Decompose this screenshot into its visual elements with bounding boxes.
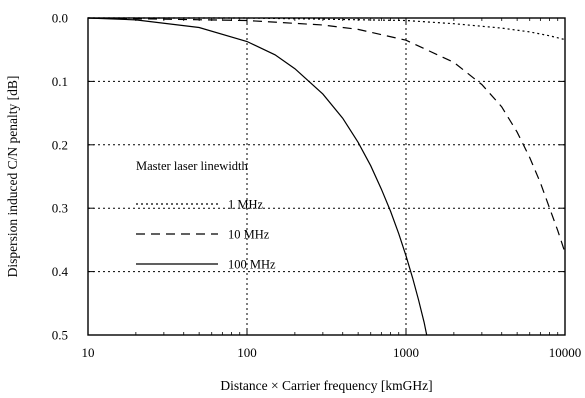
legend-entry-label: 10 MHz [228, 228, 270, 242]
series-line-100-mhz [87, 17, 428, 336]
tick-layer: 10 100 1000 10000 0.0 0.1 0.2 0.3 0.4 0.5 [52, 11, 582, 361]
y-tick-label: 0.1 [52, 74, 68, 89]
series-layer [87, 17, 566, 336]
y-tick-label: 0.0 [52, 11, 68, 26]
x-axis-label: Distance × Carrier frequency [kmGHz] [220, 378, 432, 393]
y-tick-label: 0.2 [52, 137, 68, 152]
legend-entry-label: 100 MHz [228, 258, 276, 272]
series-line-1-mhz [88, 17, 566, 41]
y-tick-label: 0.3 [52, 201, 68, 216]
x-tick-label: 10 [82, 345, 95, 360]
legend-entry-label: 1 MHz [228, 198, 264, 212]
y-axis-label: Dispersion induced C/N penalty [dB] [5, 76, 20, 278]
series-line-10-mhz [87, 17, 566, 253]
grid-layer [88, 18, 565, 335]
y-tick-label: 0.5 [52, 328, 68, 343]
x-tick-label: 10000 [549, 345, 582, 360]
x-tick-label: 1000 [393, 345, 419, 360]
plot-frame [87, 17, 566, 336]
x-tick-label: 100 [237, 345, 257, 360]
legend-title: Master laser linewidth [136, 159, 249, 173]
y-tick-label: 0.4 [52, 264, 69, 279]
legend: Master laser linewidth 1 MHz 10 MHz 100 MH… [136, 159, 276, 272]
